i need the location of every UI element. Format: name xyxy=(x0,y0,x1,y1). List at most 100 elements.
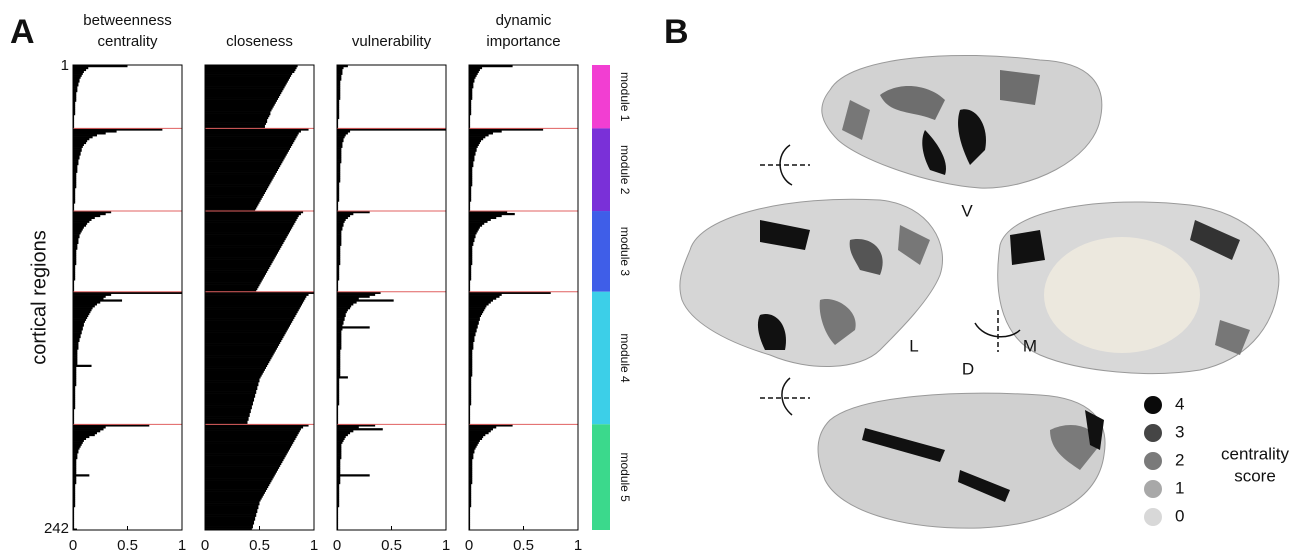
bar xyxy=(73,187,76,191)
bar xyxy=(205,476,274,479)
bar xyxy=(73,280,75,283)
bar xyxy=(469,401,472,404)
chart-title: closeness xyxy=(226,33,293,50)
bar xyxy=(469,151,476,154)
bar xyxy=(73,84,79,87)
bar xyxy=(73,260,77,264)
bar xyxy=(469,274,472,277)
bar xyxy=(73,347,79,350)
bar xyxy=(73,107,76,110)
bar xyxy=(73,147,82,150)
bar xyxy=(205,178,273,181)
bar xyxy=(337,410,339,414)
bar xyxy=(337,180,341,183)
bar xyxy=(73,485,76,489)
bar xyxy=(469,403,472,406)
bar xyxy=(337,203,339,206)
bar xyxy=(73,88,78,91)
bar xyxy=(337,218,346,221)
bar xyxy=(337,176,341,179)
bar xyxy=(205,228,292,231)
bar xyxy=(337,378,340,381)
bar xyxy=(337,428,383,431)
bar xyxy=(469,93,473,97)
bar xyxy=(337,403,340,406)
bar xyxy=(73,393,76,396)
bar xyxy=(73,80,80,83)
bar xyxy=(469,332,476,335)
bar xyxy=(337,289,339,293)
bar xyxy=(469,157,475,160)
bar xyxy=(469,408,471,412)
bar xyxy=(205,114,270,118)
bar xyxy=(205,220,296,223)
bar xyxy=(469,458,473,462)
bar xyxy=(205,151,288,154)
bar xyxy=(337,360,341,364)
bar xyxy=(205,299,305,302)
bar xyxy=(469,91,473,95)
bar xyxy=(469,86,474,89)
bar xyxy=(337,345,342,348)
bar xyxy=(73,284,75,287)
bar xyxy=(205,136,297,139)
bar xyxy=(73,222,88,225)
bar xyxy=(469,70,479,73)
bar xyxy=(205,113,271,116)
bar xyxy=(469,391,472,394)
module-band xyxy=(592,424,610,530)
bar xyxy=(205,487,268,490)
bar xyxy=(469,360,473,364)
bar xyxy=(205,147,291,150)
bar xyxy=(337,424,376,427)
brain-views xyxy=(679,54,1280,529)
bar xyxy=(73,516,75,519)
bar xyxy=(337,136,345,139)
bar xyxy=(469,109,472,112)
bar xyxy=(205,424,309,427)
bar xyxy=(469,170,473,173)
bar xyxy=(337,412,339,416)
bar xyxy=(205,474,275,477)
bar xyxy=(469,439,480,442)
bar xyxy=(337,485,340,489)
bar xyxy=(469,280,471,283)
bar xyxy=(73,122,75,125)
bar xyxy=(205,456,285,460)
bar xyxy=(73,151,81,154)
bar xyxy=(205,391,257,394)
bar xyxy=(73,430,101,433)
bar xyxy=(205,430,300,433)
bar xyxy=(73,506,75,510)
bar xyxy=(337,76,342,79)
bar xyxy=(469,474,473,477)
bar xyxy=(469,255,473,258)
bar xyxy=(337,130,351,133)
bar xyxy=(205,191,265,195)
bar xyxy=(205,253,277,256)
bar xyxy=(337,153,342,156)
bar xyxy=(73,66,89,70)
bar xyxy=(73,343,79,346)
bar xyxy=(469,420,471,423)
bar xyxy=(73,272,76,275)
bar xyxy=(73,224,87,227)
bar xyxy=(337,437,345,440)
brain-patch xyxy=(1085,410,1104,450)
bar xyxy=(73,257,77,260)
bar xyxy=(469,84,474,87)
bar xyxy=(73,180,77,183)
bar xyxy=(469,186,472,189)
bar xyxy=(73,191,76,195)
bar xyxy=(469,512,471,515)
bar xyxy=(73,295,106,298)
bar xyxy=(73,226,84,229)
bar xyxy=(205,226,293,229)
bar xyxy=(469,141,480,145)
bar xyxy=(73,314,89,318)
bar xyxy=(337,489,340,492)
bar xyxy=(469,437,483,440)
bar xyxy=(469,428,493,431)
bar xyxy=(469,68,480,72)
bar xyxy=(205,518,256,521)
